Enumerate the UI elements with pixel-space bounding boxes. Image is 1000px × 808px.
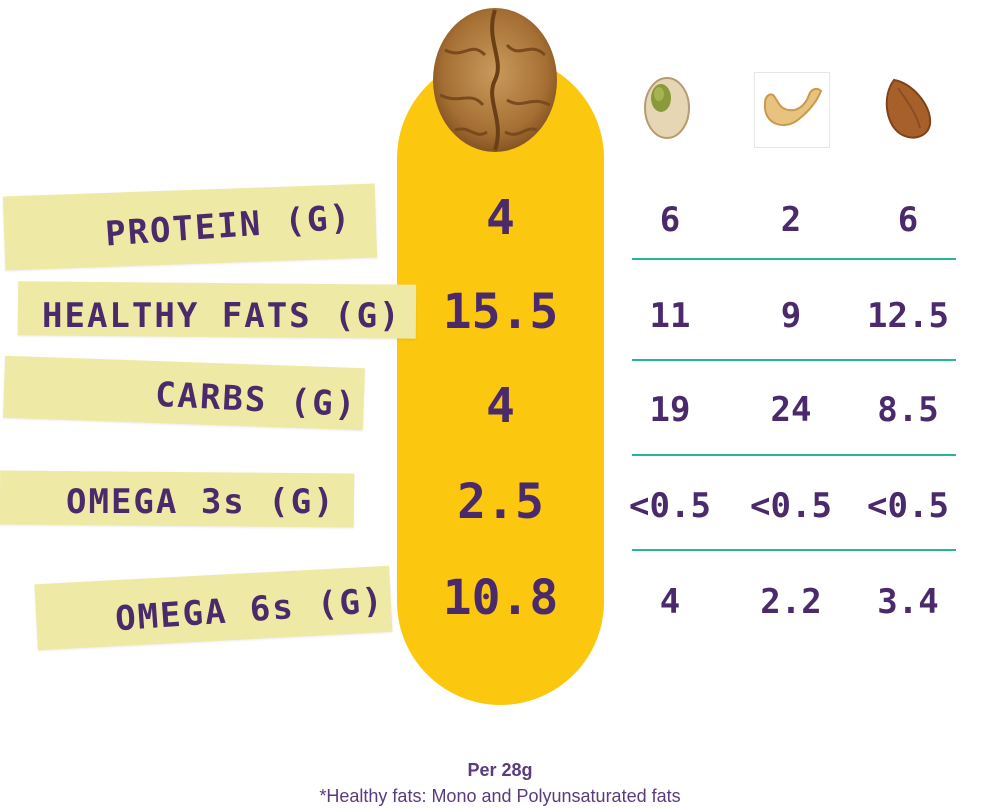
walnut-protein-value: 4 xyxy=(486,190,515,246)
walnut-highlight-column xyxy=(397,55,604,705)
almond-omega-3s-value: <0.5 xyxy=(867,486,949,526)
row-divider xyxy=(632,359,956,361)
pistachio-carbs-value: 19 xyxy=(649,390,691,430)
walnut-icon xyxy=(425,0,565,158)
row-divider xyxy=(632,454,956,456)
row-label-omega-3s: OMEGA 3s (G) xyxy=(66,482,336,522)
cashew-icon xyxy=(754,72,830,148)
cashew-carbs-value: 24 xyxy=(770,390,812,430)
pistachio-omega-6s-value: 4 xyxy=(659,582,681,622)
almond-carbs-value: 8.5 xyxy=(877,390,939,430)
pistachio-omega-3s-value: <0.5 xyxy=(629,486,711,526)
walnut-carbs-value: 4 xyxy=(486,378,515,434)
row-label-healthy-fats: HEALTHY FATS (G) xyxy=(42,296,402,336)
walnut-omega-3s-value: 2.5 xyxy=(457,474,544,530)
row-divider xyxy=(632,258,956,260)
almond-healthy-fats-value: 12.5 xyxy=(867,296,949,336)
cashew-omega-3s-value: <0.5 xyxy=(750,486,832,526)
pistachio-icon xyxy=(639,72,695,142)
serving-size-note: Per 28g xyxy=(467,760,533,780)
walnut-omega-6s-value: 10.8 xyxy=(442,570,559,626)
healthy-fats-footnote: *Healthy fats: Mono and Polyunsaturated … xyxy=(319,786,681,806)
almond-protein-value: 6 xyxy=(897,200,919,240)
cashew-protein-value: 2 xyxy=(780,200,802,240)
pistachio-healthy-fats-value: 11 xyxy=(649,296,691,336)
cashew-omega-6s-value: 2.2 xyxy=(760,582,822,622)
pistachio-protein-value: 6 xyxy=(659,200,681,240)
almond-icon xyxy=(880,76,936,142)
walnut-healthy-fats-value: 15.5 xyxy=(442,284,559,340)
almond-omega-6s-value: 3.4 xyxy=(877,582,939,622)
cashew-healthy-fats-value: 9 xyxy=(780,296,802,336)
row-divider xyxy=(632,549,956,551)
